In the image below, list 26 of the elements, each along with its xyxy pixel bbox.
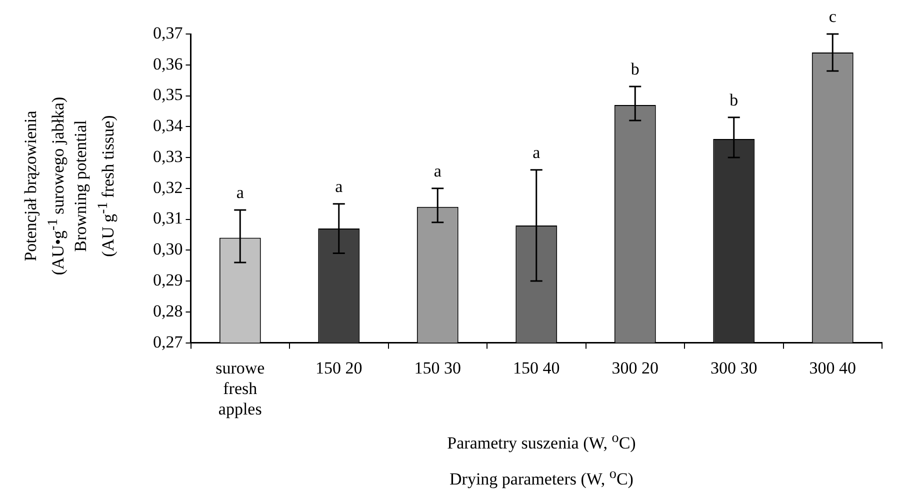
- x-tick-label: 150 40: [513, 358, 560, 378]
- x-tick-label: 300 40: [809, 358, 856, 378]
- x-tick-label: surowe fresh apples: [216, 358, 265, 418]
- annotation: a: [532, 142, 541, 162]
- x-tick-label: 150 30: [414, 358, 461, 378]
- y-tick-label: 0,29: [153, 270, 183, 290]
- y-tick-label: 0,32: [153, 178, 183, 197]
- y-tick-label: 0,37: [153, 23, 184, 42]
- annotation: a: [434, 161, 442, 180]
- y-tick-label: 0,28: [153, 301, 183, 320]
- annotation: c: [828, 6, 837, 26]
- annotation: b: [630, 59, 640, 78]
- y-tick-label: 0,36: [153, 54, 183, 74]
- y-tick-label: 0,30: [153, 240, 183, 259]
- y-tick-label: 0,31: [153, 208, 183, 228]
- y-tick-label: 0,33: [153, 146, 183, 166]
- annotation: b: [730, 90, 738, 110]
- text: Parametry suszenia (W, $^{o}$C) Drying parameters (W, $^{o}$C): [447, 430, 636, 488]
- y-tick-label: 0,35: [153, 85, 183, 104]
- y-tick-label: 0,27: [153, 332, 184, 352]
- x-tick-label: 300 30: [710, 358, 758, 378]
- annotation: a: [335, 176, 344, 196]
- y-tick-label: 0,34: [153, 116, 184, 136]
- x-tick-label: 300 20: [612, 358, 658, 378]
- x-tick-label: 150 20: [316, 358, 362, 378]
- annotation: a: [236, 182, 244, 202]
